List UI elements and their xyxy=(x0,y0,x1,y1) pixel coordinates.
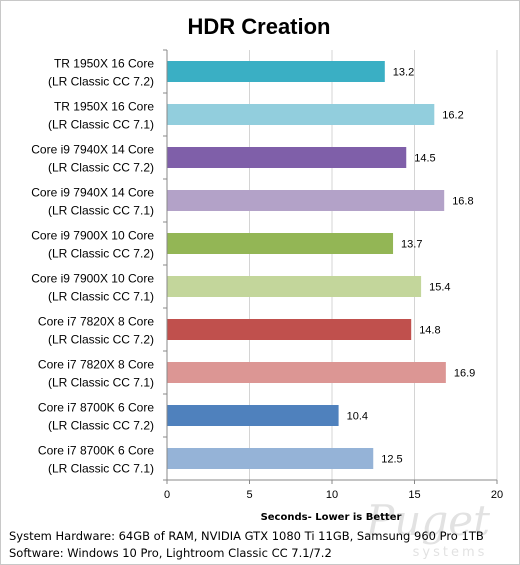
bar xyxy=(167,104,435,125)
x-tick-label: 20 xyxy=(491,489,503,501)
category-label-line: (LR Classic CC 7.1) xyxy=(48,376,154,390)
bar xyxy=(167,319,412,340)
category-label-line: (LR Classic CC 7.2) xyxy=(48,75,154,89)
bar xyxy=(167,362,446,383)
category-label-line: (LR Classic CC 7.1) xyxy=(48,204,154,218)
watermark-logo-line2: systems xyxy=(413,545,488,560)
data-label: 15.4 xyxy=(429,282,450,294)
category-label-line: Core i7 8700K 6 Core xyxy=(38,444,154,458)
data-label: 14.8 xyxy=(419,325,440,337)
category-label: Core i9 7900X 10 Core (LR Classic CC 7.1) xyxy=(31,272,154,304)
category-label: Core i7 7820X 8 Core (LR Classic CC 7.1) xyxy=(38,358,154,390)
category-label-line: (LR Classic CC 7.2) xyxy=(48,247,154,261)
footer-software: Software: Windows 10 Pro, Lightroom Clas… xyxy=(9,546,332,560)
category-label-line: Core i7 8700K 6 Core xyxy=(38,401,154,415)
bar xyxy=(167,405,339,426)
x-tick-label: 0 xyxy=(164,489,170,501)
category-label-line: Core i7 7820X 8 Core xyxy=(38,315,154,329)
category-label: Core i9 7940X 14 Core (LR Classic CC 7.2) xyxy=(31,143,154,175)
data-label: 16.9 xyxy=(454,368,475,380)
bar xyxy=(167,190,445,211)
x-tick-label: 5 xyxy=(246,489,252,501)
bar xyxy=(167,448,374,469)
data-label: 12.5 xyxy=(381,454,402,466)
watermark-logo-line1: Puget xyxy=(365,496,490,545)
data-label: 13.7 xyxy=(401,239,422,251)
bar xyxy=(167,233,394,254)
category-label-line: Core i9 7940X 14 Core xyxy=(31,186,154,200)
data-label: 10.4 xyxy=(347,411,368,423)
category-label-line: (LR Classic CC 7.2) xyxy=(48,333,154,347)
bar xyxy=(167,61,385,82)
data-label: 13.2 xyxy=(393,67,414,79)
category-label-line: Core i9 7900X 10 Core xyxy=(31,229,154,243)
bar xyxy=(167,147,407,168)
category-label-line: Core i7 7820X 8 Core xyxy=(38,358,154,372)
category-label: Core i9 7940X 14 Core (LR Classic CC 7.1) xyxy=(31,186,154,218)
category-label-line: (LR Classic CC 7.1) xyxy=(48,118,154,132)
category-label: Core i7 7820X 8 Core (LR Classic CC 7.2) xyxy=(38,315,154,347)
x-tick-label: 10 xyxy=(326,489,338,501)
category-label-line: TR 1950X 16 Core xyxy=(54,100,154,114)
x-tick-label: 15 xyxy=(408,489,420,501)
category-label-line: (LR Classic CC 7.2) xyxy=(48,161,154,175)
data-label: 14.5 xyxy=(414,153,435,165)
category-label: TR 1950X 16 Core (LR Classic CC 7.1) xyxy=(48,100,154,132)
x-axis-title: Seconds- Lower is Better xyxy=(261,512,402,523)
category-label-line: Core i9 7900X 10 Core xyxy=(31,272,154,286)
category-label-line: (LR Classic CC 7.1) xyxy=(48,462,154,476)
watermark-logo: Puget systems xyxy=(365,496,490,560)
category-label-line: TR 1950X 16 Core xyxy=(54,57,154,71)
category-label: Core i9 7900X 10 Core (LR Classic CC 7.2) xyxy=(31,229,154,261)
category-label: TR 1950X 16 Core (LR Classic CC 7.2) xyxy=(48,57,154,89)
category-label: Core i7 8700K 6 Core (LR Classic CC 7.1) xyxy=(38,444,154,476)
chart-title: HDR Creation xyxy=(187,14,330,39)
category-label-line: (LR Classic CC 7.2) xyxy=(48,419,154,433)
data-label: 16.2 xyxy=(442,110,463,122)
category-label: Core i7 8700K 6 Core (LR Classic CC 7.2) xyxy=(38,401,154,433)
data-label: 16.8 xyxy=(452,196,473,208)
category-label-line: (LR Classic CC 7.1) xyxy=(48,290,154,304)
footer-hardware: System Hardware: 64GB of RAM, NVIDIA GTX… xyxy=(9,529,484,543)
category-label-line: Core i9 7940X 14 Core xyxy=(31,143,154,157)
bar xyxy=(167,276,422,297)
